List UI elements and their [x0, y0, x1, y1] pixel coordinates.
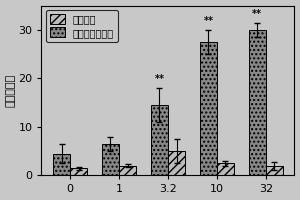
Bar	[102, 144, 119, 175]
Bar	[168, 151, 185, 175]
Bar	[249, 30, 266, 175]
Legend: 单独使用, 与鼻喷交酯组合: 单独使用, 与鼻喷交酯组合	[46, 10, 118, 42]
Y-axis label: 平均潮伏例: 平均潮伏例	[6, 74, 16, 107]
Bar	[266, 166, 283, 175]
Text: **: **	[203, 16, 213, 26]
Bar	[70, 168, 87, 175]
Bar	[217, 163, 234, 175]
Bar	[200, 42, 217, 175]
Bar	[119, 166, 136, 175]
Text: **: **	[154, 74, 164, 84]
Bar	[53, 154, 70, 175]
Text: **: **	[252, 9, 262, 19]
Bar	[151, 105, 168, 175]
